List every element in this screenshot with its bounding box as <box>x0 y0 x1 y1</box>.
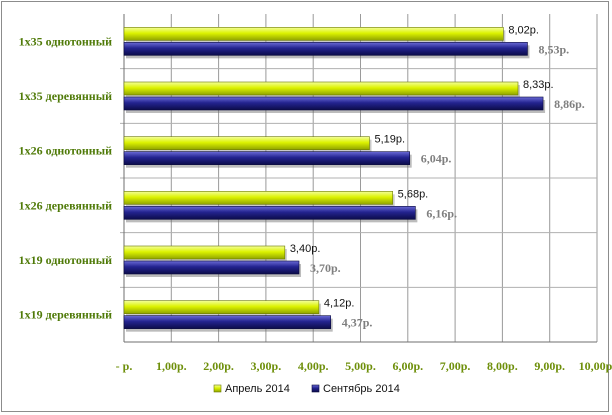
legend-label: Апрель 2014 <box>225 383 290 395</box>
x-tick-label: 4,00р. <box>298 359 329 373</box>
data-label-april: 4,12р. <box>324 298 355 310</box>
x-tick-label: 1,00р. <box>156 359 187 373</box>
legend-swatch <box>311 384 320 393</box>
grid-lines <box>120 14 598 343</box>
bar-september <box>123 315 332 329</box>
x-tick-label: 2,00р. <box>203 359 234 373</box>
bar-april <box>123 191 393 205</box>
x-tick-label: 5,00р. <box>345 359 376 373</box>
bar-september <box>123 206 416 220</box>
bar-april <box>123 245 286 260</box>
category-label: 1х19 однотонный <box>19 253 112 267</box>
category-label: 1х35 деревянный <box>19 89 112 103</box>
category-label: 1х26 однотонный <box>19 144 112 158</box>
bars-group <box>123 27 546 332</box>
bar-april <box>123 27 504 41</box>
x-tick-label: 8,00р. <box>487 359 518 373</box>
x-tick-label: 3,00р. <box>251 359 282 373</box>
data-label-september: 3,70р. <box>310 261 341 275</box>
data-label-april: 8,33р. <box>523 79 554 91</box>
labels-group: 8,02р. 8,53р. 1х35 однотонный 8,33р.8,86р. 1… <box>19 24 612 373</box>
bar-september <box>123 151 410 165</box>
bar-april <box>123 81 519 96</box>
data-label-april: 5,68р. <box>398 188 429 200</box>
bar-april <box>123 300 320 314</box>
data-label-april: 5,19р. <box>374 134 405 146</box>
x-tick-label: - р. <box>116 359 133 373</box>
legend-label: Сентябрь 2014 <box>323 383 400 395</box>
data-label-september: 8,86р. <box>554 97 585 111</box>
category-label: 1х26 деревянный <box>19 198 112 212</box>
x-tick-label: 10,00р. <box>579 359 612 373</box>
data-label-september: 8,53р. <box>538 42 569 56</box>
x-tick-label: 6,00р. <box>392 359 423 373</box>
x-tick-label: 9,00р. <box>534 359 565 373</box>
data-label-april: 8,02р. <box>508 24 539 36</box>
legend-swatch <box>213 384 222 393</box>
data-label-september: 4,37р. <box>342 316 373 330</box>
data-label-september: 6,04р. <box>421 152 452 166</box>
data-label-april: 3,40р. <box>290 243 321 255</box>
bar-april <box>123 136 370 150</box>
data-label-september: 6,16р. <box>426 206 457 220</box>
bar-september <box>123 96 544 111</box>
bar-september <box>123 260 300 275</box>
bar-september <box>123 42 528 56</box>
category-label: 1х19 деревянный <box>19 308 112 322</box>
category-label: 1х35 однотонный <box>19 34 112 48</box>
x-tick-label: 7,00р. <box>440 359 471 373</box>
legend: Апрель 2014 Сентябрь 2014 <box>213 383 400 395</box>
